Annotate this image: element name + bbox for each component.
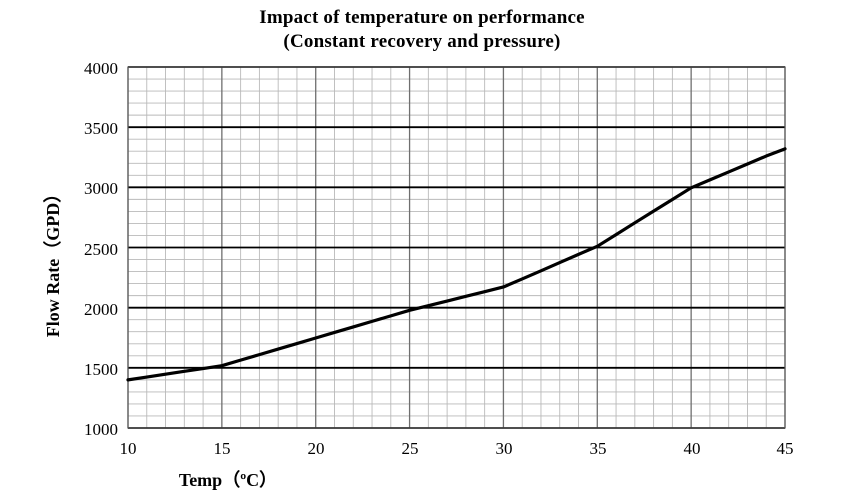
chart-title-subtitle: (Constant recovery and pressure) [283, 31, 561, 52]
chart-title: Impact of temperature on performance (Co… [0, 6, 844, 54]
x-tick-label-20: 20 [307, 439, 325, 458]
x-tick-label-40: 40 [683, 439, 701, 458]
x-tick-label-30: 30 [495, 439, 513, 458]
chart-title-main: Impact of temperature on performance [259, 7, 585, 28]
y-tick-label-2500: 2500 [84, 240, 118, 259]
x-tick-label-25: 25 [401, 439, 419, 458]
x-tick-label-10: 10 [119, 439, 137, 458]
y-tick-label-3000: 3000 [84, 179, 118, 198]
y-tick-label-1500: 1500 [84, 360, 118, 379]
x-axis-title: Temp（ºC） [178, 470, 278, 490]
y-tick-label-3500: 3500 [84, 119, 118, 138]
data-series-line [126, 147, 787, 382]
y-tick-label-1000: 1000 [84, 420, 118, 439]
x-tick-label-35: 35 [589, 439, 607, 458]
major-gridlines [127, 66, 786, 429]
y-tick-label-2000: 2000 [84, 300, 118, 319]
y-tick-label-4000: 4000 [84, 59, 118, 78]
plot-border [127, 66, 786, 429]
x-tick-label-45: 45 [776, 439, 794, 458]
x-tick-label-15: 15 [213, 439, 231, 458]
